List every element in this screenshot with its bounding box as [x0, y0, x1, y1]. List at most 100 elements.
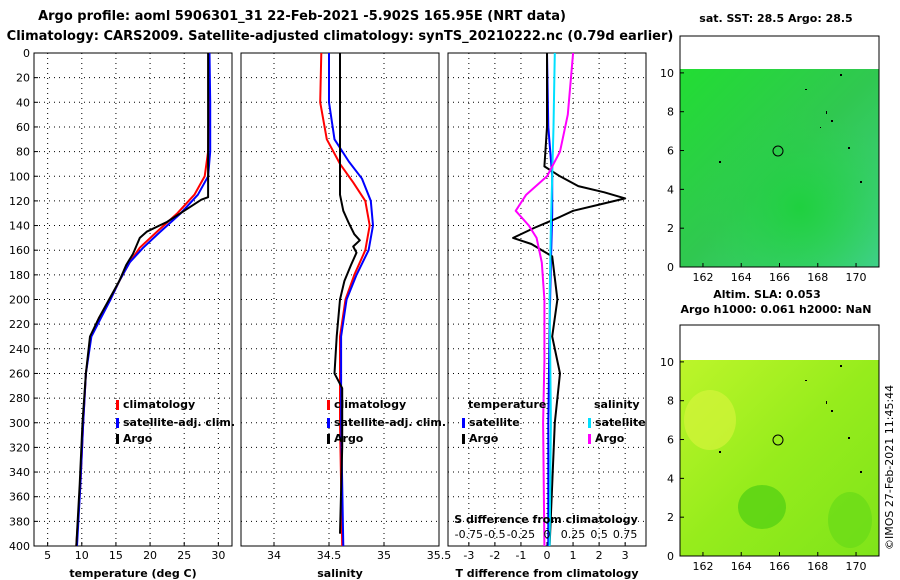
y-tick-label: 280	[9, 392, 30, 405]
map-x-tick-label: 166	[769, 271, 790, 284]
map-x-tick-label: 162	[692, 560, 713, 573]
legend-temperature-heading: temperature	[468, 398, 546, 411]
sla-map-title-2: Argo h1000: 0.061 h2000: NaN	[680, 303, 871, 316]
x-tick-label: 20	[143, 549, 157, 562]
map-x-tick-label: 170	[846, 560, 867, 573]
x-tick-label: 2	[596, 549, 603, 562]
difference-panel: -3 -2 -1 0 1 2 3 T difference from climatology	[447, 52, 647, 580]
map-y-tick-label: 10	[660, 356, 674, 369]
legend-argo-swatch	[327, 434, 330, 444]
map-y-tick-label: 2	[667, 222, 674, 235]
x-axis-label: temperature (deg C)	[69, 567, 196, 580]
s-difference-tick-label: 0.75	[613, 528, 638, 541]
map-x-tick-label: 170	[846, 271, 867, 284]
temperature-legend: climatology satellite-adj. clim. Argo	[116, 398, 235, 445]
map-y-tick-label: 4	[667, 183, 674, 196]
y-tick-label: 320	[9, 441, 30, 454]
salinity-legend: climatology satellite-adj. clim. Argo	[327, 398, 446, 445]
s-difference-axis-label: S difference from climatology	[454, 513, 638, 526]
y-tick-label: 360	[9, 491, 30, 504]
map-y-tick-label: 2	[667, 511, 674, 524]
x-tick-label: 34.5	[317, 549, 342, 562]
legend-climatology-swatch	[327, 400, 330, 410]
map-y-tick-label: 8	[667, 106, 674, 119]
sla-low-blob	[738, 485, 786, 529]
y-tick-label: 140	[9, 220, 30, 233]
map-y-tick-label: 0	[667, 550, 674, 563]
sla-low-blob	[828, 492, 872, 548]
sst-map-ticks: 162 164 166 168 170 0 2 4 6 8 10	[660, 67, 867, 284]
legend-climatology-swatch	[116, 400, 119, 410]
legend-argo-label: Argo	[334, 432, 364, 445]
map-y-tick-label: 8	[667, 395, 674, 408]
s-difference-tick-label: 0	[544, 528, 551, 541]
y-tick-label: 20	[16, 72, 30, 85]
legend-argo-label: Argo	[123, 432, 153, 445]
y-tick-label: 80	[16, 146, 30, 159]
legend-satellite-label: satellite-adj. clim.	[334, 416, 446, 429]
x-tick-label: 10	[75, 549, 89, 562]
sla-map: 162 164 166 168 170 0 2 4 6 8 10	[660, 324, 880, 573]
argo-location-marker	[772, 434, 784, 446]
series-line-argo	[333, 53, 361, 534]
x-tick-label: -3	[463, 549, 474, 562]
series-line-salinity-satellite	[548, 52, 556, 547]
s-difference-tick-label: 0.5	[590, 528, 608, 541]
map-x-tick-label: 166	[769, 560, 790, 573]
x-axis-label: salinity	[317, 567, 363, 580]
x-tick-label: 34	[267, 549, 281, 562]
title-line-2: Climatology: CARS2009. Satellite-adjuste…	[7, 29, 674, 44]
x-tick-label: 35.5	[427, 549, 452, 562]
series-line-salinity-argo	[514, 52, 575, 547]
map-y-tick-label: 4	[667, 472, 674, 485]
temperature-panel: 5 10 15 20 25 3002040608010012014016018020022…	[9, 47, 233, 580]
x-tick-label: 25	[177, 549, 191, 562]
legend-s-satellite-label: satellite	[595, 416, 646, 429]
y-tick-label: 0	[23, 47, 30, 60]
legend-s-argo-label: Argo	[595, 432, 625, 445]
y-tick-label: 260	[9, 367, 30, 380]
s-difference-tick-label: -0.75	[455, 528, 483, 541]
s-difference-tick-label: -0.25	[507, 528, 535, 541]
y-tick-label: 340	[9, 466, 30, 479]
legend-satellite-swatch	[116, 418, 119, 428]
legend-salinity-heading: salinity	[594, 398, 640, 411]
series-line-temperature-argo	[512, 53, 627, 547]
x-axis-label: T difference from climatology	[455, 567, 638, 580]
legend-climatology-label: climatology	[334, 398, 406, 411]
y-tick-label: 40	[16, 96, 30, 109]
y-tick-label: 60	[16, 121, 30, 134]
s-difference-tick-labels: -0.75 -0.5 -0.25 0 0.25 0.5 0.75	[455, 528, 638, 541]
y-tick-label: 220	[9, 318, 30, 331]
island-dots	[719, 74, 862, 183]
map-x-tick-label: 164	[731, 271, 752, 284]
argo-location-marker	[772, 145, 784, 157]
y-tick-label: 400	[9, 540, 30, 553]
sla-high-blob	[684, 390, 736, 450]
map-x-tick-label: 168	[807, 271, 828, 284]
x-tick-label: 15	[109, 549, 123, 562]
series-line-argo	[75, 53, 210, 547]
s-difference-tick-label: 0.25	[561, 528, 586, 541]
y-tick-label: 300	[9, 417, 30, 430]
salinity-panel: 34 34.5 35 35.5 salinity	[240, 52, 452, 580]
y-tick-label: 100	[9, 170, 30, 183]
s-difference-tick-label: -0.5	[484, 528, 505, 541]
x-tick-label: 3	[622, 549, 629, 562]
imos-stamp: ©IMOS 27-Feb-2021 11:45:44	[883, 385, 896, 550]
legend-t-satellite-swatch	[462, 418, 465, 428]
legend-t-argo-label: Argo	[469, 432, 499, 445]
map-x-tick-label: 162	[692, 271, 713, 284]
legend-s-argo-swatch	[588, 434, 591, 444]
y-tick-label: 200	[9, 294, 30, 307]
difference-legend: temperature satellite Argo salinity sate…	[462, 398, 646, 445]
y-tick-label: 380	[9, 515, 30, 528]
legend-argo-swatch	[116, 434, 119, 444]
series-line-satellite-adj-clim-	[328, 53, 374, 547]
map-y-tick-label: 10	[660, 67, 674, 80]
x-tick-label: 35	[377, 549, 391, 562]
legend-t-argo-swatch	[462, 434, 465, 444]
legend-t-satellite-label: satellite	[469, 416, 520, 429]
y-tick-label: 120	[9, 195, 30, 208]
